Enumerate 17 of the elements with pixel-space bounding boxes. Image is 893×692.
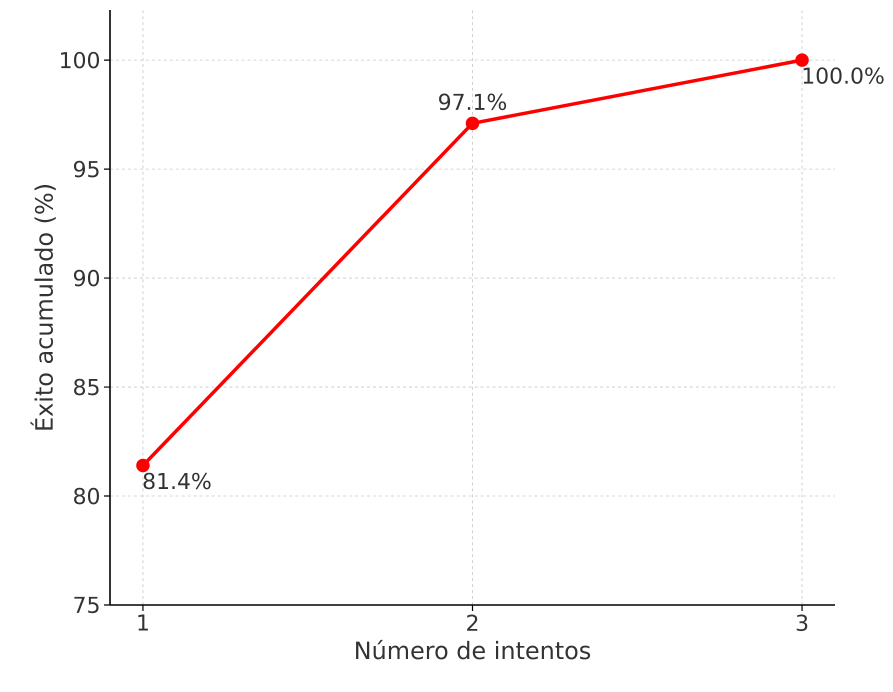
x-axis-title: Número de intentos [356,640,590,660]
point [795,53,809,67]
data-label: 97.1% [439,94,506,110]
x-tick-label: 2 [467,614,478,631]
data-label: 100.0% [804,67,884,84]
data-label: 81.4% [144,472,211,490]
point [466,116,480,130]
y-tick-label: 95 [74,160,99,178]
y-tick-label: 75 [74,596,99,614]
x-tick-label: 1 [138,614,148,630]
y-tick-label: 85 [74,378,99,396]
y-axis-title: Éxito acumulado (%) [30,185,56,430]
x-tick-label: 3 [796,614,808,632]
y-tick-label: 100 [61,52,100,68]
y-tick-label: 80 [74,488,100,504]
point [136,458,150,472]
y-tick-label: 90 [74,270,100,286]
